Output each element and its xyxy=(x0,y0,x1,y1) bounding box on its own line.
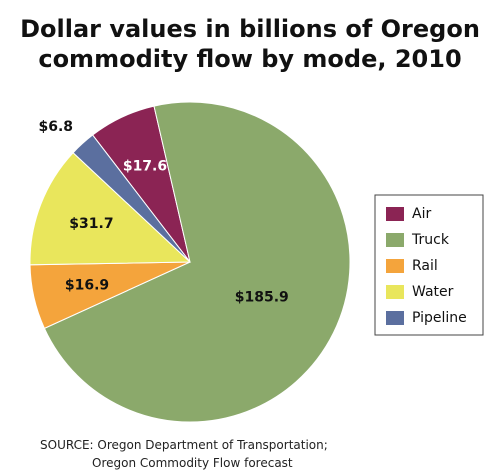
legend-swatch xyxy=(386,311,404,325)
legend-swatch xyxy=(386,285,404,299)
legend-swatch xyxy=(386,233,404,247)
legend-label: Pipeline xyxy=(412,310,467,326)
pie-slice xyxy=(29,152,192,266)
legend-label: Air xyxy=(412,206,431,222)
pie-slice xyxy=(43,101,351,423)
data-label: $16.9 xyxy=(65,277,109,293)
data-label: $185.9 xyxy=(235,289,289,305)
legend-label: Truck xyxy=(411,232,450,248)
pie-slice xyxy=(72,134,191,263)
data-label: $6.8 xyxy=(38,119,73,135)
data-label: $17.6 xyxy=(123,158,167,174)
legend-label: Rail xyxy=(412,258,438,274)
chart-title: Dollar values in billions of Oregon comm… xyxy=(20,15,480,73)
legend-label: Water xyxy=(412,284,454,300)
legend-swatch xyxy=(386,259,404,273)
data-label: $31.7 xyxy=(69,216,113,232)
legend-swatch xyxy=(386,207,404,221)
source-line: SOURCE: Oregon Department of Transportat… xyxy=(40,438,328,452)
source-line: Oregon Commodity Flow forecast xyxy=(92,456,293,470)
